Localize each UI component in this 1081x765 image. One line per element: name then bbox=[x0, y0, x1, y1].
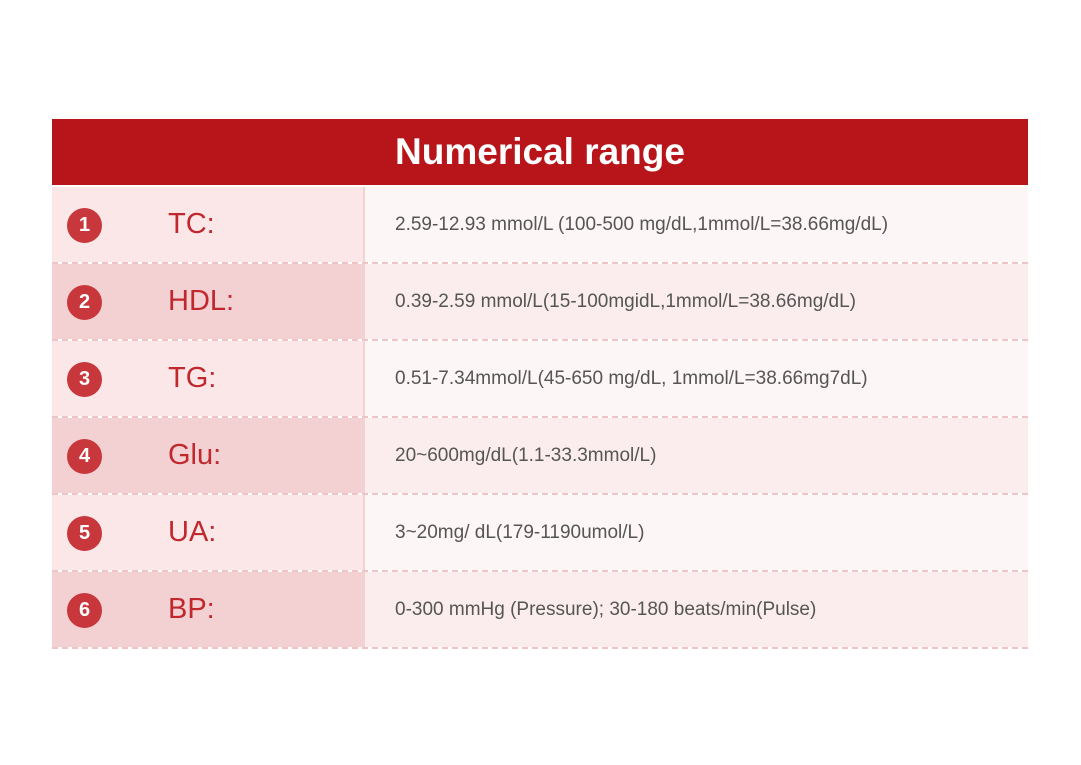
table-row: 1 TC: 2.59-12.93 mmol/L (100-500 mg/dL,1mm… bbox=[52, 187, 1028, 264]
row-number: 6 bbox=[67, 593, 102, 628]
table-row: 6 BP: 0-300 mmHg (Pressure); 30-180 beats/… bbox=[52, 572, 1028, 649]
label-cell: 2 HDL: bbox=[52, 264, 365, 339]
row-value: 0.51-7.34mmol/L(45-650 mg/dL, 1mmol/L=38… bbox=[365, 341, 1028, 416]
table: 1 TC: 2.59-12.93 mmol/L (100-500 mg/dL,1mm… bbox=[52, 187, 1028, 649]
row-number: 2 bbox=[67, 285, 102, 320]
row-value: 20~600mg/dL(1.1-33.3mmol/L) bbox=[365, 418, 1028, 493]
label-cell: 4 Glu: bbox=[52, 418, 365, 493]
table-row: 2 HDL: 0.39-2.59 mmol/L(15-100mgidL,1mmol/… bbox=[52, 264, 1028, 341]
row-value: 0.39-2.59 mmol/L(15-100mgidL,1mmol/L=38.… bbox=[365, 264, 1028, 339]
row-label: BP: bbox=[168, 593, 215, 625]
title: Numerical range bbox=[395, 131, 685, 172]
row-number: 5 bbox=[67, 516, 102, 551]
table-row: 5 UA: 3~20mg/ dL(179-1190umol/L) bbox=[52, 495, 1028, 572]
row-label: HDL: bbox=[168, 285, 235, 317]
row-number: 3 bbox=[67, 362, 102, 397]
label-cell: 5 UA: bbox=[52, 495, 365, 570]
label-cell: 1 TC: bbox=[52, 187, 365, 262]
table-row: 4 Glu: 20~600mg/dL(1.1-33.3mmol/L) bbox=[52, 418, 1028, 495]
row-label: TC: bbox=[168, 208, 215, 240]
title-bar: Numerical range bbox=[52, 119, 1028, 185]
row-value: 0-300 mmHg (Pressure); 30-180 beats/min(… bbox=[365, 572, 1028, 647]
row-label: TG: bbox=[168, 362, 217, 394]
table-row: 3 TG: 0.51-7.34mmol/L(45-650 mg/dL, 1mmol/… bbox=[52, 341, 1028, 418]
row-value: 3~20mg/ dL(179-1190umol/L) bbox=[365, 495, 1028, 570]
row-label: Glu: bbox=[168, 439, 222, 471]
row-label: UA: bbox=[168, 516, 217, 548]
label-cell: 6 BP: bbox=[52, 572, 365, 647]
label-cell: 3 TG: bbox=[52, 341, 365, 416]
row-number: 4 bbox=[67, 439, 102, 474]
row-number: 1 bbox=[67, 208, 102, 243]
row-value: 2.59-12.93 mmol/L (100-500 mg/dL,1mmol/L… bbox=[365, 187, 1028, 262]
